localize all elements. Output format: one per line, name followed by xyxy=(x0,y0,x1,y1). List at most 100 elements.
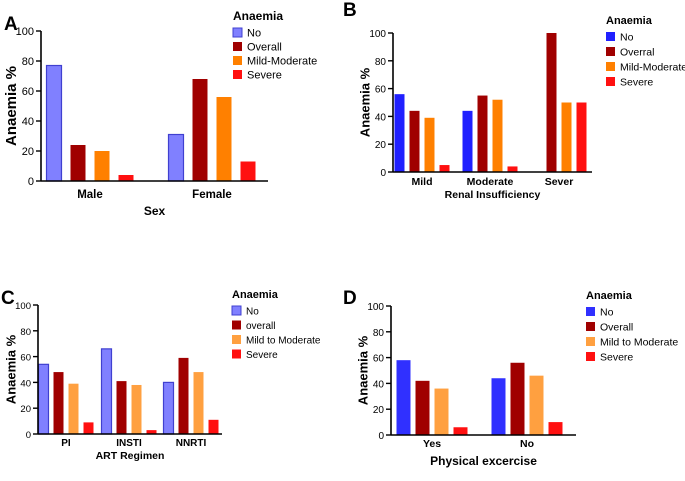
legend-label: No xyxy=(246,307,259,318)
panel-letter-c: C xyxy=(1,288,15,309)
bar-c-insti-overall xyxy=(116,381,127,434)
legend-label: Overall xyxy=(247,42,282,54)
y-tick-label: 100 xyxy=(367,302,384,313)
bar-b-mild-severe xyxy=(439,165,450,172)
x-axis-title: Sex xyxy=(144,204,166,218)
y-tick-label: 60 xyxy=(20,353,31,364)
panel-b: B Mild Moderate Sever 0 20 40 60 80 100 Anaemia % R… xyxy=(343,0,685,201)
legend-label: Mild to Moderate xyxy=(600,337,678,349)
legend-swatch xyxy=(233,70,242,79)
legend-label: Overall xyxy=(600,322,633,334)
y-tick-label: 80 xyxy=(375,57,387,68)
panel-c: C PI INSTI NNRTI 0 20 40 60 80 100 Anaemia % ART Re… xyxy=(1,288,321,462)
bar-d-no-mild-to-moderate xyxy=(529,375,544,435)
legend-label: Severe xyxy=(247,70,282,82)
x-tick-label-sever: Sever xyxy=(545,176,574,188)
x-axis-title: Physical excercise xyxy=(430,454,537,468)
y-tick-label: 60 xyxy=(373,354,385,365)
y-tick-label: 0 xyxy=(26,430,31,441)
legend-label: No xyxy=(600,307,614,319)
legend-label: Mild to Moderate xyxy=(246,336,321,347)
bar-b-moderate-severe xyxy=(507,166,518,172)
bar-b-sever-overral xyxy=(546,33,557,172)
y-tick-label: 80 xyxy=(22,56,34,68)
bar-b-moderate-no xyxy=(462,110,473,172)
y-axis-title: Anaemia % xyxy=(355,335,370,405)
panel-letter-a: A xyxy=(4,14,18,35)
legend: Anaemia No overall Mild to Moderate Severe xyxy=(231,289,321,361)
legend-title: Anaemia xyxy=(586,290,633,302)
bar-a-female-severe xyxy=(240,161,256,181)
legend-swatch xyxy=(606,47,615,56)
bar-c-pi-no xyxy=(37,363,50,435)
y-tick-label: 0 xyxy=(378,431,384,442)
legend-label: overall xyxy=(246,321,275,332)
legend-swatch xyxy=(232,320,241,330)
bar-c-nnrti-mild-to-moderate xyxy=(193,372,204,434)
legend-swatch xyxy=(231,305,242,316)
bar-c-insti-severe xyxy=(146,430,157,434)
y-tick-label: 0 xyxy=(28,176,34,188)
bar-b-moderate-mild-moderate xyxy=(492,99,503,172)
legend-label: No xyxy=(247,28,261,40)
legend-label: Severe xyxy=(246,350,278,361)
y-tick-label: 60 xyxy=(22,86,34,98)
legend: Anaemia No Overall Mild-Moderate Severe xyxy=(232,9,317,82)
y-tick-label: 20 xyxy=(22,146,34,158)
legend: Anaemia No Overral Mild-Moderate Severe xyxy=(606,15,685,89)
x-tick-label-mild: Mild xyxy=(412,176,433,188)
legend-swatch xyxy=(586,307,595,316)
bar-c-nnrti-no xyxy=(162,381,175,435)
x-axis-title: Renal Insufficiency xyxy=(445,189,541,201)
bar-c-pi-severe xyxy=(83,422,94,434)
legend-swatch xyxy=(233,42,242,51)
legend-label: Overral xyxy=(620,47,654,59)
y-tick-label: 100 xyxy=(369,29,386,40)
x-axis-title: ART Regimen xyxy=(96,450,165,462)
bar-a-female-overall xyxy=(192,79,208,181)
legend-swatch xyxy=(586,322,595,331)
legend-label: Severe xyxy=(620,77,653,89)
y-tick-label: 80 xyxy=(373,328,385,339)
x-tick-label-pi: PI xyxy=(61,438,71,449)
y-tick-label: 20 xyxy=(375,140,387,151)
legend-swatch xyxy=(586,337,595,346)
bar-b-mild-overral xyxy=(409,110,420,172)
y-tick-label: 100 xyxy=(15,301,31,312)
y-tick-label: 100 xyxy=(16,26,34,38)
legend-swatch xyxy=(232,349,241,359)
legend-label: Mild-Moderate xyxy=(620,62,685,74)
y-tick-label: 20 xyxy=(373,405,385,416)
y-tick-label: 60 xyxy=(375,85,387,96)
y-tick-label: 40 xyxy=(22,116,34,128)
bar-d-no-no xyxy=(491,378,506,435)
legend-title: Anaemia xyxy=(233,9,283,23)
legend-swatch xyxy=(606,32,615,41)
x-tick-label-male: Male xyxy=(77,189,103,201)
x-tick-label-nnrti: NNRTI xyxy=(176,438,207,449)
legend: Anaemia No Overall Mild to Moderate Severe xyxy=(586,290,678,364)
bar-a-male-severe xyxy=(118,175,134,181)
legend-swatch xyxy=(586,352,595,361)
bar-a-female-mild-moderate xyxy=(216,97,232,181)
bar-a-male-mild-moderate xyxy=(94,151,110,181)
bar-c-pi-overall xyxy=(53,372,64,434)
legend-swatch xyxy=(233,56,242,65)
panel-letter-b: B xyxy=(343,0,357,21)
x-tick-label-insti: INSTI xyxy=(116,438,142,449)
bar-d-no-overall xyxy=(510,362,525,435)
bar-d-yes-mild-to-moderate xyxy=(434,388,449,435)
y-tick-label: 40 xyxy=(373,379,385,390)
y-tick-label: 40 xyxy=(20,378,31,389)
bar-c-pi-mild-to-moderate xyxy=(68,383,79,434)
panel-d: D Yes No 0 20 40 60 80 100 Anaemia % Physical exce… xyxy=(343,288,678,468)
bar-b-moderate-overral xyxy=(477,95,488,172)
bar-d-yes-overall xyxy=(415,380,430,435)
legend-swatch xyxy=(232,335,241,344)
legend-swatch xyxy=(232,27,243,38)
bar-c-nnrti-severe xyxy=(208,419,219,434)
legend-title: Anaemia xyxy=(232,289,279,301)
x-tick-label-female: Female xyxy=(192,189,232,201)
y-tick-label: 40 xyxy=(375,112,387,123)
bar-b-sever-mild-moderate xyxy=(561,102,572,172)
